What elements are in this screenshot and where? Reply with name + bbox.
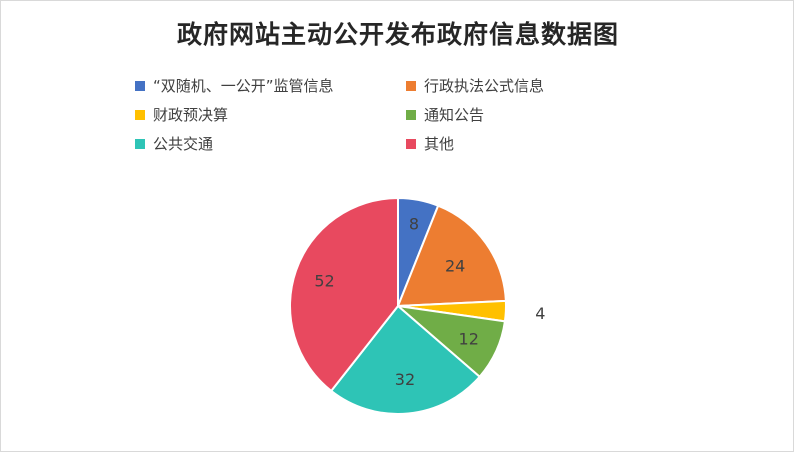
- legend-label: 公共交通: [153, 135, 214, 153]
- legend-label: 其他: [424, 135, 455, 153]
- slice-enforcement: [396, 204, 507, 308]
- label-other: 52: [314, 272, 334, 291]
- legend-label: “双随机、一公开”监管信息: [153, 77, 334, 95]
- legend-item-enforcement: 行政执法公式信息: [406, 75, 544, 96]
- chart-legend: “双随机、一公开”监管信息 行政执法公式信息 财政预决算 通知公告 公共交通 其…: [1, 1, 794, 161]
- legend-label: 行政执法公式信息: [424, 77, 545, 95]
- chart-title: 政府网站主动公开发布政府信息数据图: [176, 20, 619, 49]
- label-enforcement: 24: [445, 256, 465, 275]
- label-transport: 32: [395, 370, 415, 389]
- legend-item-other: 其他: [406, 133, 454, 154]
- label-supervision: 8: [409, 214, 419, 233]
- legend-label: 财政预决算: [153, 106, 229, 124]
- legend-swatch: [135, 138, 145, 149]
- legend-swatch: [406, 138, 416, 149]
- slice-transport: [329, 304, 482, 415]
- pie-slices: [289, 196, 508, 415]
- legend-swatch: [406, 80, 416, 91]
- legend-item-transport: 公共交通: [135, 133, 213, 154]
- label-budget: 4: [535, 304, 545, 323]
- pie-data-labels: 8 24 4 12 32 52: [314, 214, 545, 389]
- legend-swatch: [406, 109, 416, 120]
- legend-swatch: [135, 109, 145, 120]
- legend-swatch: [135, 80, 145, 91]
- legend-label: 通知公告: [424, 106, 485, 124]
- legend-item-budget: 财政预决算: [135, 104, 228, 125]
- label-notices: 12: [459, 329, 479, 348]
- legend-item-supervision: “双随机、一公开”监管信息: [135, 75, 334, 96]
- slice-other: [289, 196, 399, 393]
- legend-item-notices: 通知公告: [406, 104, 484, 125]
